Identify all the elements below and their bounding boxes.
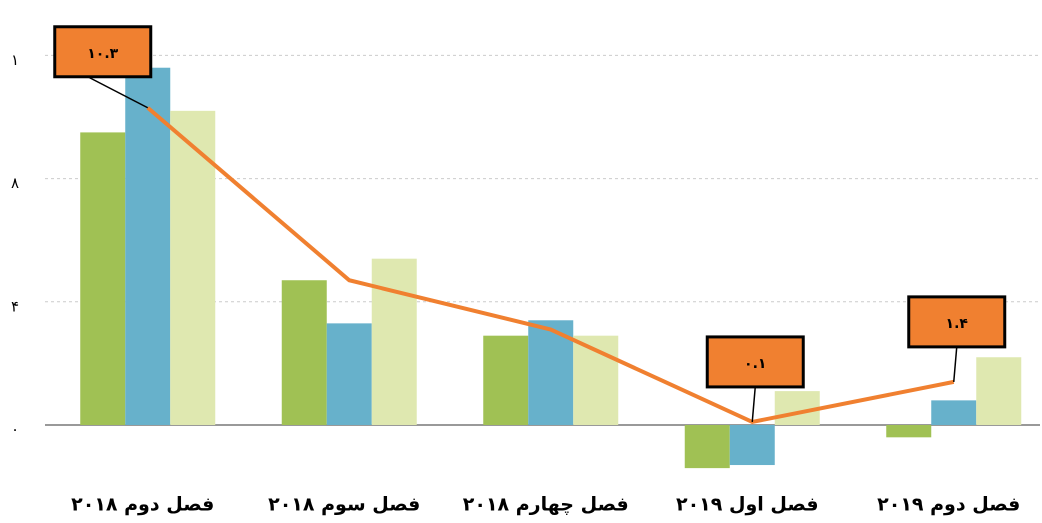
y-tick-label: ٠ (11, 421, 19, 439)
x-tick-label: فصل اول ۲۰۱۹ (676, 494, 819, 516)
data-label: ٠.١ (744, 356, 766, 372)
leader-line (87, 76, 149, 109)
bar (729, 425, 775, 466)
y-tick-label: ١ (11, 51, 19, 69)
data-label: ١.۴ (946, 316, 969, 332)
x-tick-label: فصل دوم ۲۰۱۹ (877, 494, 1020, 516)
bar (281, 280, 327, 425)
label-box (907, 295, 1007, 349)
bar (125, 67, 171, 425)
bar (931, 400, 977, 425)
bar (886, 425, 932, 438)
leader-line (751, 386, 756, 422)
bar (80, 132, 126, 425)
data-label: ١٠.٣ (87, 46, 118, 62)
bar (371, 258, 417, 425)
label-box (53, 25, 153, 79)
label-box (705, 335, 805, 389)
bar (483, 335, 529, 425)
x-tick-label: فصل دوم ۲۰۱۸ (71, 494, 214, 516)
x-tick-label: فصل سوم ۲۰۱۸ (268, 494, 420, 516)
y-tick-label: ۴ (11, 297, 19, 315)
bar (684, 425, 730, 469)
x-tick-label: فصل چهارم ۲۰۱۸ (463, 494, 629, 516)
bar (976, 357, 1022, 425)
y-tick-label: ٨ (11, 174, 19, 192)
bar (170, 110, 216, 425)
line (146, 106, 955, 425)
leader-line (953, 346, 958, 382)
bar (326, 323, 372, 425)
